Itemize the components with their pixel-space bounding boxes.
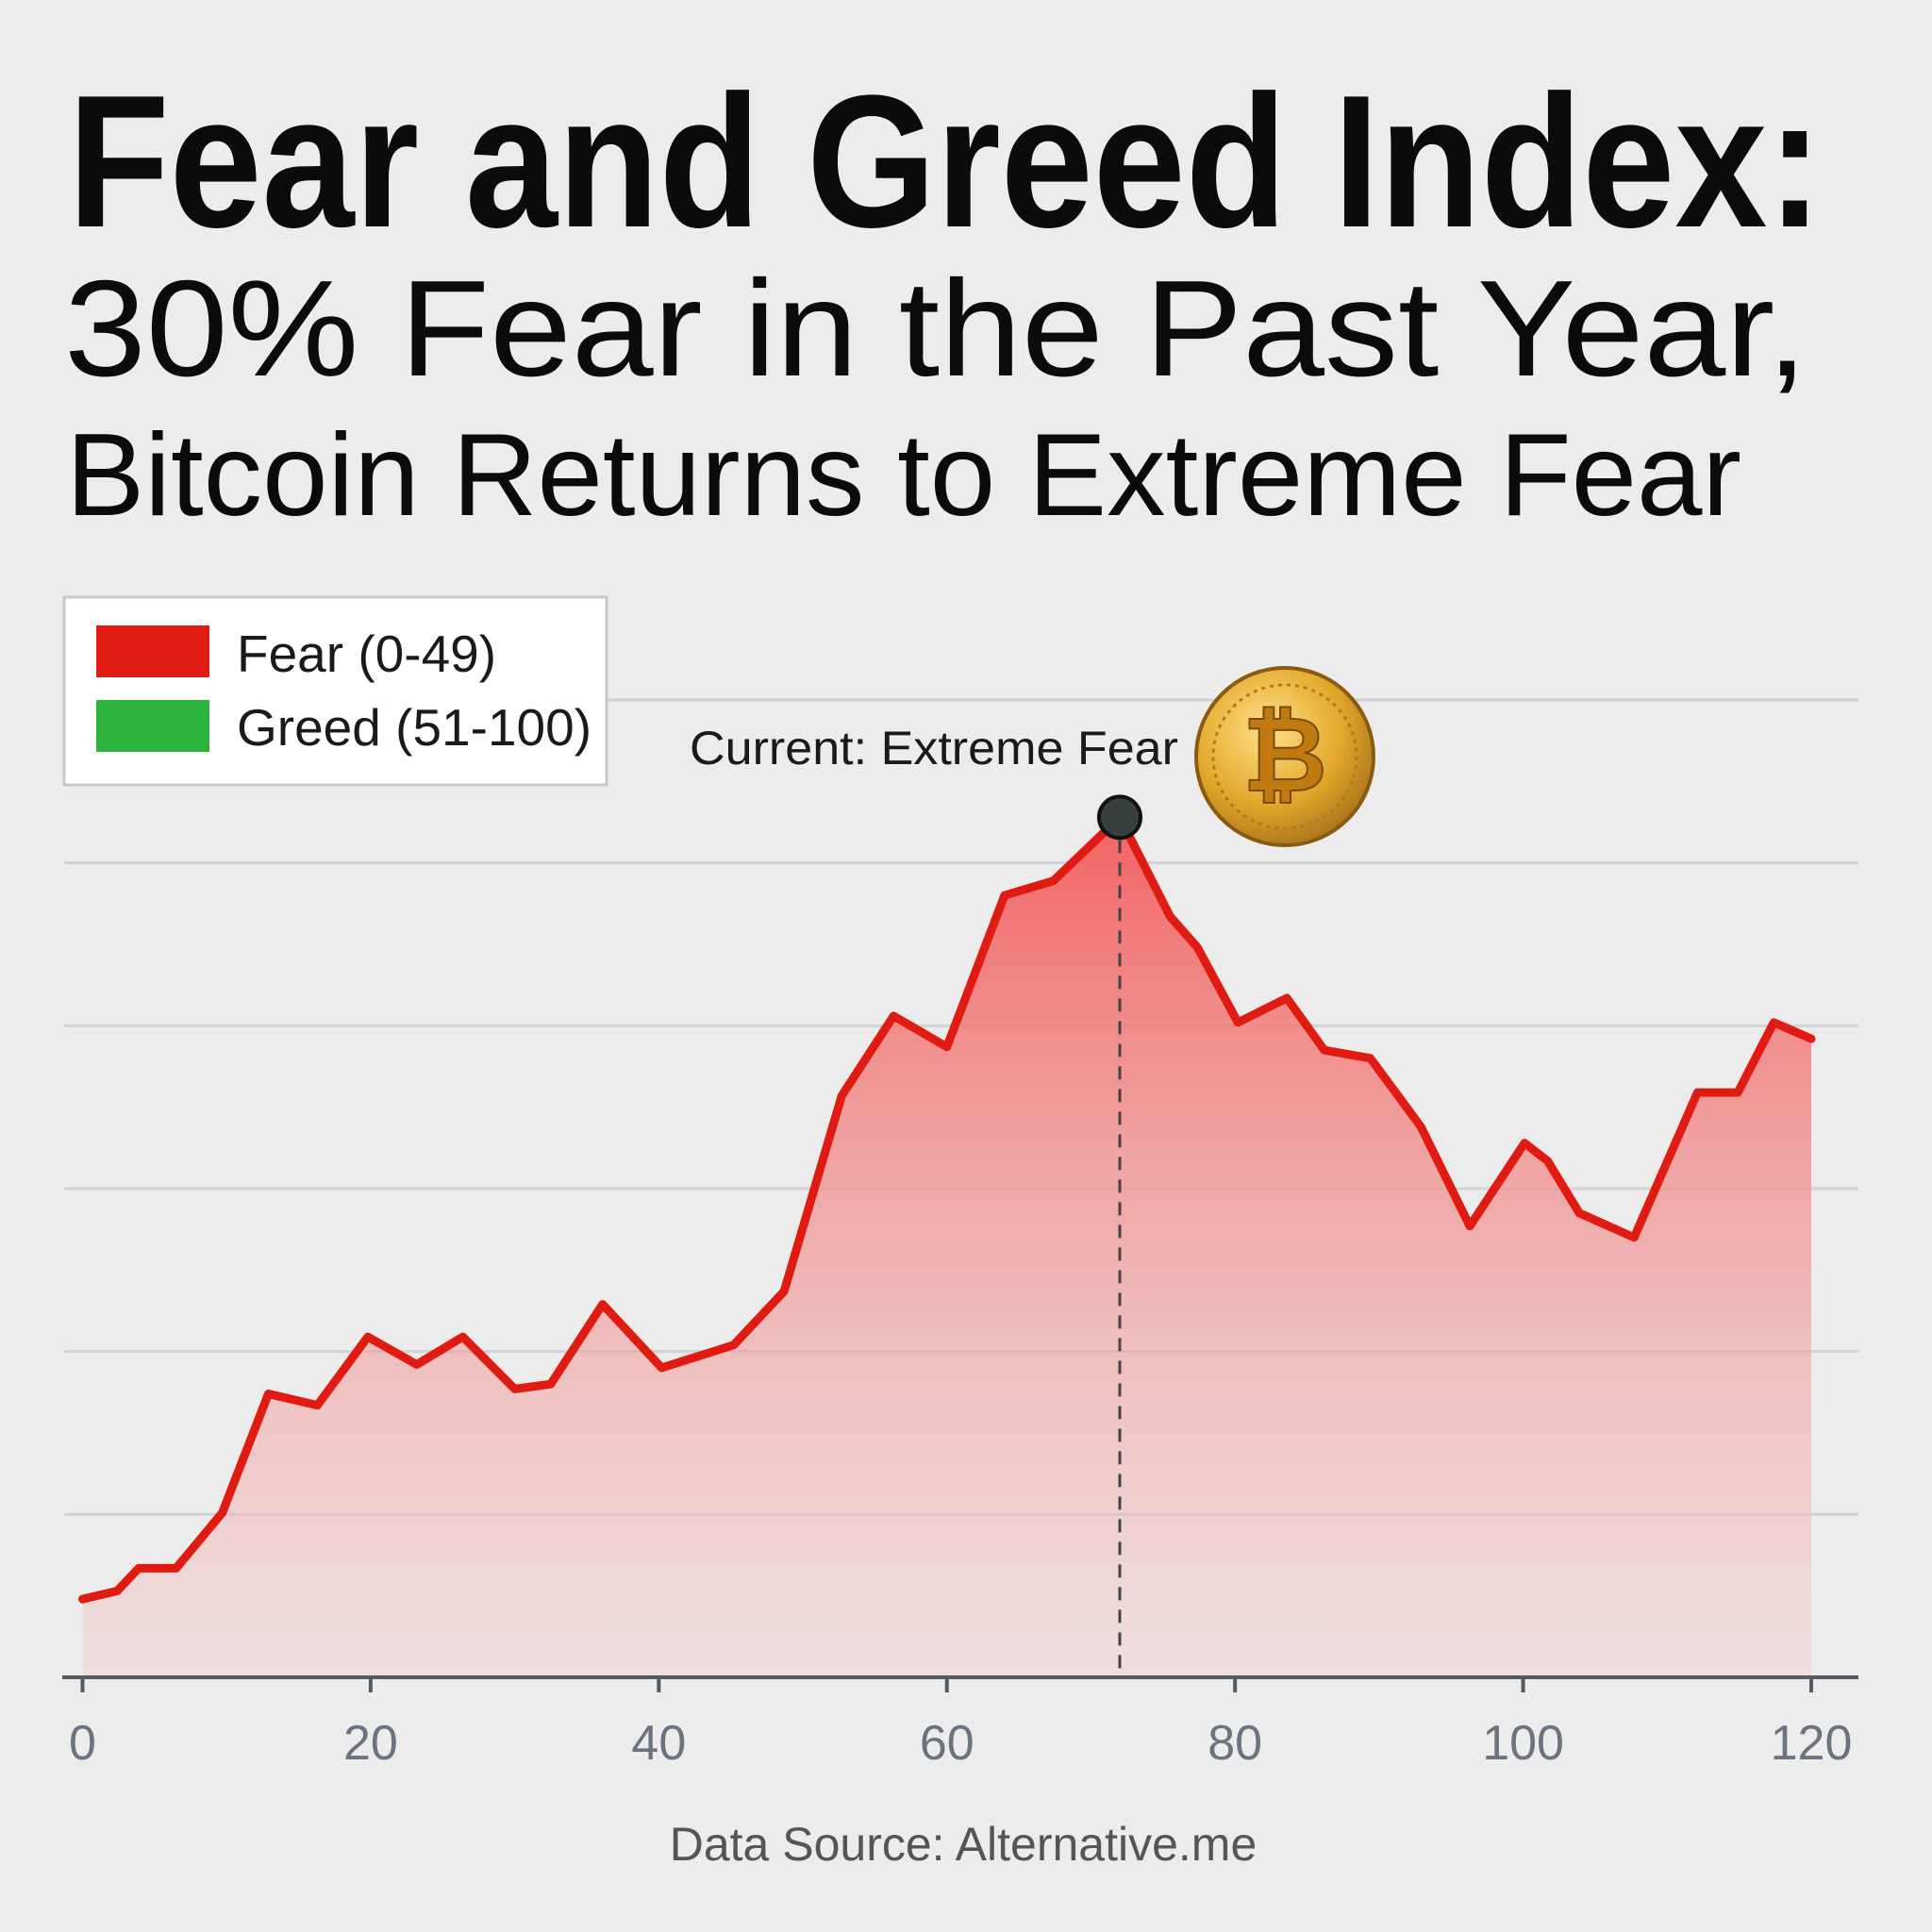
legend-label-fear: Fear (0-49) [237, 625, 496, 683]
x-tick-label: 120 [1771, 1716, 1853, 1771]
fear-area-fill [82, 817, 1811, 1677]
x-tick-label: 100 [1482, 1716, 1564, 1771]
current-annotation: Current: Extreme Fear [690, 722, 1178, 774]
x-tick-label: 60 [920, 1716, 974, 1771]
svg-text:₿: ₿ [1242, 697, 1327, 813]
title-line-3: Bitcoin Returns to Extreme Fear [66, 410, 1741, 541]
x-tick-label: 40 [631, 1716, 686, 1771]
x-axis: 0 20 40 60 80 100 120 [62, 1675, 1858, 1771]
data-source: Data Source: Alternative.me [670, 1818, 1257, 1871]
title-line-1: Fear and Greed Index: [68, 57, 1823, 267]
legend-swatch-greed [96, 700, 209, 752]
x-tick-label: 0 [69, 1716, 96, 1771]
legend-label-greed: Greed (51-100) [237, 698, 591, 757]
legend-swatch-fear [96, 625, 209, 677]
plot-area [78, 794, 1816, 1677]
title-line-2: 30% Fear in the Past Year, [64, 252, 1807, 405]
legend-box [62, 595, 608, 787]
bitcoin-coin-icon: ₿ [1194, 666, 1375, 847]
x-tick-label: 80 [1208, 1716, 1262, 1771]
x-tick-label: 20 [343, 1716, 398, 1771]
legend: Fear (0-49) Greed (51-100) [62, 595, 608, 787]
current-marker-dot [1097, 794, 1142, 841]
fear-line [78, 812, 1816, 1604]
